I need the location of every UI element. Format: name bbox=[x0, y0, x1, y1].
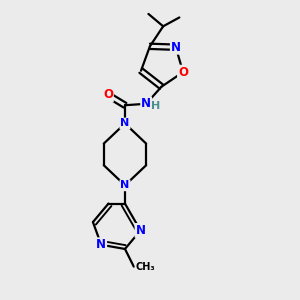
Text: N: N bbox=[120, 180, 130, 190]
Text: N: N bbox=[141, 97, 151, 110]
Text: CH₃: CH₃ bbox=[135, 262, 155, 272]
Text: N: N bbox=[96, 238, 106, 251]
Text: O: O bbox=[103, 88, 113, 101]
Text: H: H bbox=[151, 100, 160, 110]
Text: N: N bbox=[136, 224, 146, 237]
Text: N: N bbox=[171, 41, 181, 54]
Text: O: O bbox=[178, 66, 188, 79]
Text: N: N bbox=[120, 118, 130, 128]
